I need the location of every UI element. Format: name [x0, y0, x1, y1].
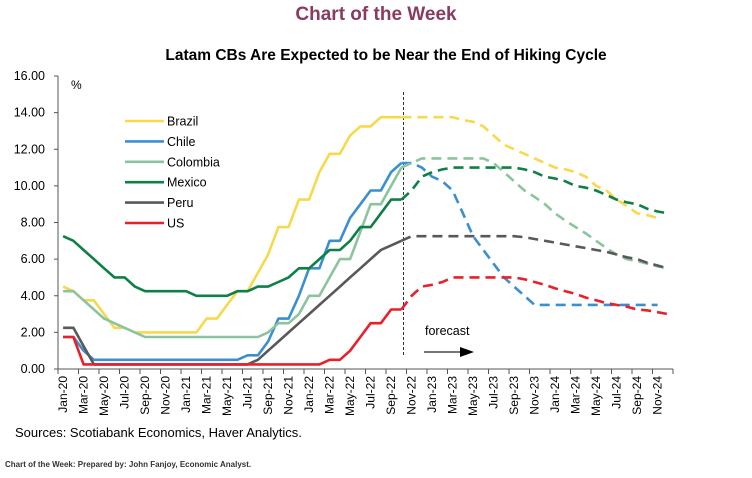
forecast-annotation: forecast	[425, 324, 470, 338]
legend-label-peru: Peru	[167, 196, 193, 210]
legend-label-brazil: Brazil	[167, 115, 198, 129]
series-line-us-forecast	[400, 276, 669, 316]
x-tick-label: Sep-20	[138, 376, 152, 415]
x-tick-label: Jan-20	[56, 376, 70, 413]
x-tick-label: Nov-20	[159, 376, 173, 415]
series-line-peru-forecast	[400, 234, 669, 270]
x-tick-label: Jul-23	[487, 376, 501, 409]
x-tick-label: Mar-20	[77, 376, 91, 414]
x-tick-label: Mar-23	[446, 376, 460, 414]
x-tick-label: May-21	[220, 376, 234, 416]
sources-note: Sources: Scotiabank Economics, Haver Ana…	[15, 425, 302, 440]
x-tick-label: Jul-20	[118, 376, 132, 409]
series-line-brazil-forecast	[401, 115, 658, 220]
x-tick-label: Jan-23	[425, 376, 439, 413]
series-line-us-actual	[63, 308, 402, 366]
x-tick-label: May-24	[589, 376, 603, 416]
y-tick-label: 8.00	[21, 216, 45, 230]
y-tick-label: 16.00	[14, 69, 45, 83]
series-line-mexico-forecast	[400, 166, 669, 215]
y-tick-label: 0.00	[21, 362, 45, 376]
x-tick-label: Sep-22	[384, 376, 398, 415]
x-tick-label: Jan-21	[179, 376, 193, 413]
x-tick-label: Jul-22	[364, 376, 378, 409]
header-title: Chart of the Week	[295, 4, 457, 25]
chart-title: Latam CBs Are Expected to be Near the En…	[165, 47, 607, 64]
series-line-colombia-forecast	[400, 157, 669, 270]
legend-label-colombia: Colombia	[167, 155, 220, 169]
y-tick-label: 14.00	[14, 106, 45, 120]
x-tick-label: Jan-24	[548, 376, 562, 413]
x-tick-label: May-22	[343, 376, 357, 416]
x-tick-label: May-23	[466, 376, 480, 416]
x-tick-label: May-20	[97, 376, 111, 416]
x-tick-label: Jan-22	[302, 376, 316, 413]
x-tick-label: Nov-24	[651, 376, 665, 415]
footer-credit: Chart of the Week: Prepared by: John Fan…	[5, 460, 252, 469]
x-tick-label: Nov-21	[282, 376, 296, 415]
x-tick-label: Mar-22	[323, 376, 337, 414]
series-line-brazil-actual	[62, 115, 402, 334]
legend-label-chile: Chile	[167, 135, 196, 149]
x-tick-label: Jul-21	[241, 376, 255, 409]
series-line-chile-actual	[63, 162, 403, 362]
legend-label-mexico: Mexico	[167, 176, 207, 190]
x-tick-label: Mar-21	[200, 376, 214, 414]
x-tick-label: Mar-24	[569, 376, 583, 414]
x-tick-label: Sep-21	[261, 376, 275, 415]
series-line-mexico-actual	[62, 198, 402, 298]
y-tick-label: 10.00	[14, 179, 45, 193]
x-tick-label: Nov-22	[405, 376, 419, 415]
forecast-arrow-head-icon	[460, 347, 474, 357]
x-tick-label: Sep-24	[630, 376, 644, 415]
y-tick-label: 4.00	[21, 289, 45, 303]
x-tick-label: Nov-23	[528, 376, 542, 415]
y-tick-label: 12.00	[14, 142, 45, 156]
y-tick-label: 6.00	[21, 252, 45, 266]
legend-label-us: US	[167, 217, 184, 231]
series-line-chile-forecast	[401, 161, 658, 307]
series-line-colombia-actual	[63, 166, 403, 339]
y-tick-label: 2.00	[21, 325, 45, 339]
y-axis-unit: %	[71, 78, 82, 92]
x-tick-label: Jul-24	[610, 376, 624, 409]
x-tick-label: Sep-23	[507, 376, 521, 415]
